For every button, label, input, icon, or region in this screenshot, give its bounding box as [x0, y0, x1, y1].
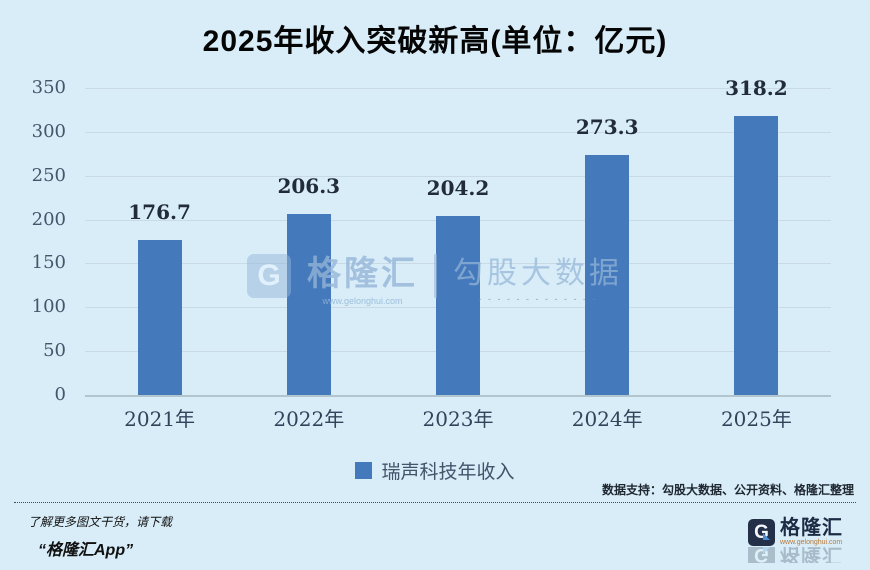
y-tick-label: 300: [31, 120, 66, 142]
x-category-label: 2025年: [720, 407, 792, 431]
data-source-note: 数据支持：勾股大数据、公开资料、格隆汇整理: [601, 483, 854, 497]
legend-label: 瑞声科技年收入: [381, 462, 515, 483]
x-category-label: 2021年: [124, 407, 196, 431]
chart-title: 2025年收入突破新高(单位：亿元): [202, 25, 668, 58]
y-tick-label: 250: [31, 164, 66, 186]
dotted-separator: [14, 502, 856, 503]
x-category-label: 2024年: [571, 407, 643, 431]
bar-value-label: 176.7: [128, 200, 191, 225]
x-axis-line: [85, 395, 831, 397]
gridline: [85, 88, 831, 89]
y-tick-label: 200: [31, 208, 66, 230]
y-tick-label: 50: [43, 340, 66, 362]
y-axis-tick-labels: 0 50 100 150 200 250 300 350: [0, 77, 66, 405]
bar-value-label: 206.3: [277, 174, 341, 199]
y-tick-label: 350: [31, 77, 66, 99]
bar-2021年: [137, 240, 182, 395]
chart-legend: 瑞声科技年收入: [0, 457, 870, 484]
y-tick-label: 150: [31, 252, 66, 274]
plot-area: 176.7 206.3 204.2 273.3 318.2: [85, 76, 831, 397]
bar-2024年: [585, 155, 630, 395]
bar-value-label: 273.3: [575, 115, 639, 140]
bar-2022年: [286, 214, 331, 395]
promo-line-2: “格隆汇App”: [38, 542, 134, 559]
logo-accent-triangle: [763, 532, 770, 540]
y-tick-label: 100: [31, 296, 66, 318]
gridline: [85, 131, 831, 133]
x-category-label: 2022年: [273, 407, 345, 431]
gelonghui-logo-text: 格隆汇: [780, 517, 843, 539]
y-tick-label: 0: [54, 384, 66, 406]
bar-2025年: [734, 115, 779, 395]
gelonghui-g-icon: G: [748, 518, 775, 546]
footer-promo: 了解更多图文干货，请下载 “格隆汇App”: [28, 513, 172, 560]
gelonghui-logo-reflection: G 格隆汇: [748, 547, 858, 563]
legend-swatch: [355, 462, 373, 479]
x-axis-category-labels: 2021年 2022年 2023年 2024年 2025年: [85, 403, 831, 431]
bar-2023年: [436, 215, 480, 395]
gridline: [85, 175, 831, 177]
gelonghui-logo-url: www.gelonghui.com: [780, 539, 843, 546]
bar-value-label: 204.2: [426, 175, 490, 200]
promo-line-1: 了解更多图文干货，请下载: [28, 515, 173, 529]
gelonghui-logo-block: G 格隆汇 www.gelonghui.com G 格隆汇: [748, 518, 858, 563]
x-category-label: 2023年: [422, 407, 494, 431]
bar-value-label: 318.2: [725, 75, 788, 100]
gelonghui-logo: G 格隆汇 www.gelonghui.com: [748, 518, 858, 546]
